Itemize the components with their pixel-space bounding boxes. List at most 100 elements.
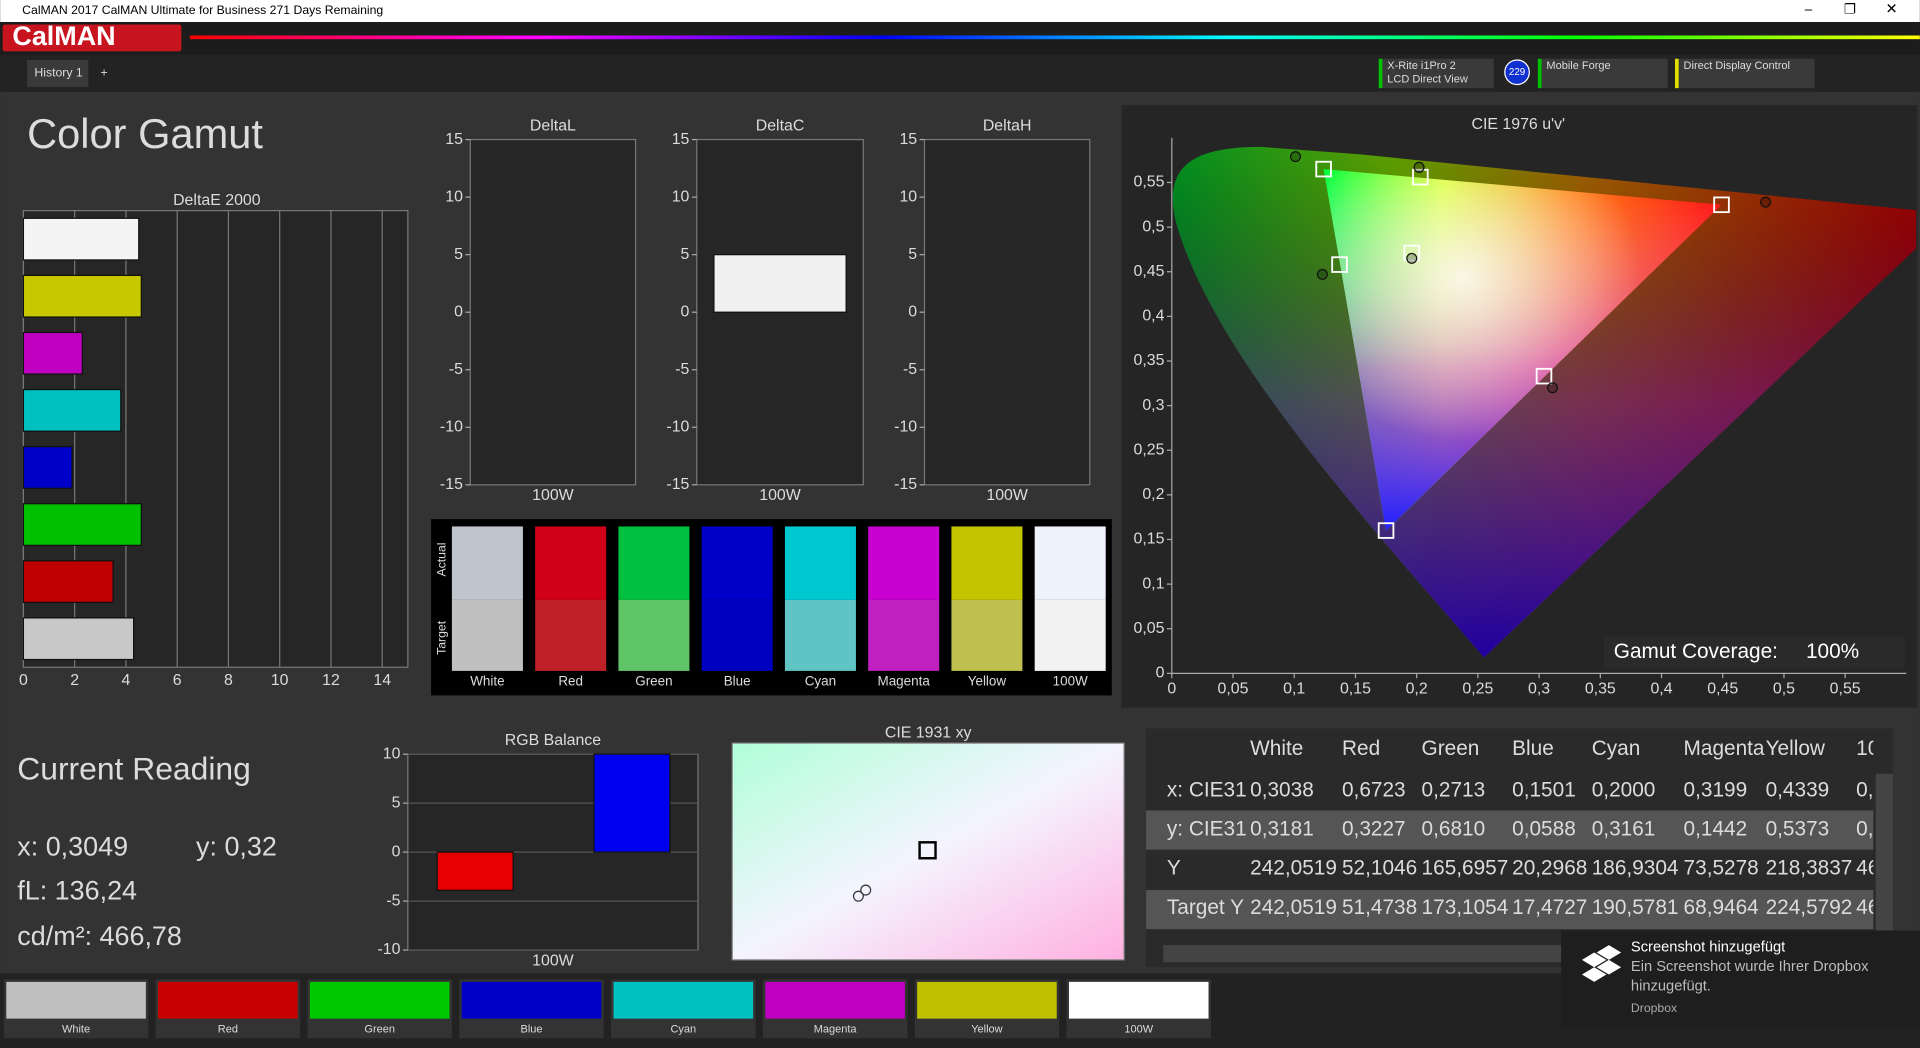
- minimize-button[interactable]: –: [1805, 1, 1813, 16]
- measured-point: [1547, 382, 1559, 394]
- badge[interactable]: [1504, 59, 1530, 86]
- y-tick-label: 0,1: [1142, 575, 1164, 592]
- actual-swatch: [451, 526, 523, 600]
- cell: 0,3161: [1592, 818, 1656, 841]
- cell: 51,4738: [1342, 896, 1417, 919]
- x-tick-label: 10: [271, 672, 289, 689]
- color-button-swatch: [1068, 981, 1209, 1019]
- tab[interactable]: [27, 59, 89, 87]
- y-tick-label: 0,55: [1133, 174, 1164, 191]
- device-line: X-Rite i1Pro 2: [1387, 60, 1455, 72]
- y-tick-label: 10: [445, 188, 463, 205]
- cell: 0,2713: [1422, 778, 1486, 801]
- scrollbar[interactable]: [1875, 773, 1893, 931]
- target-point: [1377, 522, 1395, 539]
- x-tick-label: 100W: [986, 487, 1028, 504]
- color-button-label: Green: [364, 1024, 395, 1036]
- target-point: [1535, 367, 1553, 385]
- device-line: LCD Direct View: [1387, 73, 1468, 85]
- bar: [593, 753, 671, 853]
- cie1931-title: CIE 1931 xy: [885, 725, 972, 742]
- table: White Red Green Blue Cyan Magenta Yellow 10 x: C…: [1167, 737, 1879, 919]
- x-tick-label: 0,3: [1528, 680, 1550, 697]
- x-tick-label: 0: [1167, 680, 1176, 697]
- actual-swatch: [784, 526, 856, 600]
- cell: 218,3837: [1766, 857, 1853, 880]
- toast-source: Dropbox: [1631, 1001, 1677, 1015]
- cie1931-plot: [731, 742, 1125, 961]
- x-tick-label: 8: [224, 672, 233, 689]
- cell: 0,6810: [1422, 818, 1486, 841]
- device-box[interactable]: [1537, 58, 1668, 89]
- swatch-label: 100W: [1053, 673, 1088, 688]
- gamut-triangle-white: [1323, 169, 1722, 531]
- color-button-swatch: [158, 981, 298, 1019]
- y-tick-label: 0: [681, 303, 690, 320]
- window-title: CalMAN 2017 CalMAN Ultimate for Business…: [22, 3, 383, 17]
- measured-point: [1316, 268, 1328, 280]
- y-tick-label: -15: [894, 476, 917, 493]
- toast-body: Ein Screenshot wurde Ihrer Dropbox: [1631, 959, 1869, 975]
- reading: x: 0,3049: [17, 832, 128, 862]
- cell: 224,5792: [1766, 896, 1853, 919]
- chart-title: CIE 1976 u'v': [1471, 116, 1565, 133]
- y-tick-label: 0,15: [1133, 531, 1164, 548]
- cell: 0,3199: [1684, 778, 1748, 801]
- color-button-label: Yellow: [971, 1024, 1002, 1036]
- cell: 165,6957: [1422, 857, 1509, 880]
- logo-box[interactable]: [2, 24, 182, 52]
- dropbox-icon: [1581, 945, 1622, 982]
- chart-title: DeltaL: [530, 117, 576, 134]
- bar: [436, 851, 514, 891]
- coverage-box: [1603, 636, 1906, 669]
- target-point: [1412, 168, 1429, 186]
- color-button-label: Cyan: [670, 1024, 696, 1036]
- actual-swatch: [701, 526, 773, 600]
- y-tick-label: 5: [392, 794, 401, 811]
- x-tick-label: 0,25: [1462, 680, 1493, 697]
- device-box[interactable]: [1674, 58, 1815, 89]
- x-tick-label: 100W: [532, 952, 574, 969]
- y-tick-label: 0: [454, 303, 463, 320]
- device-box[interactable]: [1378, 58, 1494, 89]
- add-tab[interactable]: +: [101, 66, 108, 80]
- title-bar: [0, 0, 1920, 23]
- y-tick-label: 0,25: [1133, 441, 1164, 458]
- y-tick-label: 0: [392, 843, 401, 860]
- color-button-swatch: [309, 981, 450, 1019]
- cell: 0,5373: [1766, 818, 1830, 841]
- y-tick-label: 5: [908, 246, 917, 263]
- coverage-label: Gamut Coverage:: [1614, 640, 1778, 663]
- target-label: Target: [434, 620, 448, 655]
- target-swatch: [618, 599, 690, 671]
- bar: [22, 217, 140, 261]
- x-tick-label: 0,05: [1218, 680, 1249, 697]
- restore-button[interactable]: ❐: [1844, 1, 1856, 16]
- column-header: Yellow: [1766, 737, 1826, 760]
- chart-title: DeltaH: [983, 117, 1032, 134]
- column-header: Green: [1422, 737, 1480, 760]
- close-button[interactable]: ✕: [1886, 2, 1898, 18]
- cell: 20,2968: [1512, 857, 1587, 880]
- x-tick-label: 6: [173, 672, 182, 689]
- target-swatch: [451, 599, 523, 671]
- y-tick-label: -10: [377, 941, 400, 958]
- cie1931-target: [918, 841, 937, 860]
- y-tick-label: 0,5: [1142, 218, 1164, 235]
- x-tick-label: 0: [19, 672, 28, 689]
- bar: [713, 254, 847, 313]
- bar: [22, 617, 135, 661]
- x-tick-label: 0,5: [1773, 680, 1795, 697]
- plot-bg: [469, 138, 637, 486]
- target-swatch: [951, 599, 1023, 671]
- y-tick-label: -5: [386, 892, 400, 909]
- y-tick-label: -5: [903, 361, 917, 378]
- actual-swatch: [868, 526, 940, 600]
- bar: [22, 274, 142, 318]
- toast[interactable]: [1561, 930, 1920, 1029]
- cell: 46: [1856, 857, 1879, 880]
- swatch-label: Cyan: [805, 673, 836, 688]
- y-tick-label: -10: [666, 418, 689, 435]
- column-header: 10: [1856, 737, 1879, 760]
- y-tick-label: 15: [672, 131, 690, 148]
